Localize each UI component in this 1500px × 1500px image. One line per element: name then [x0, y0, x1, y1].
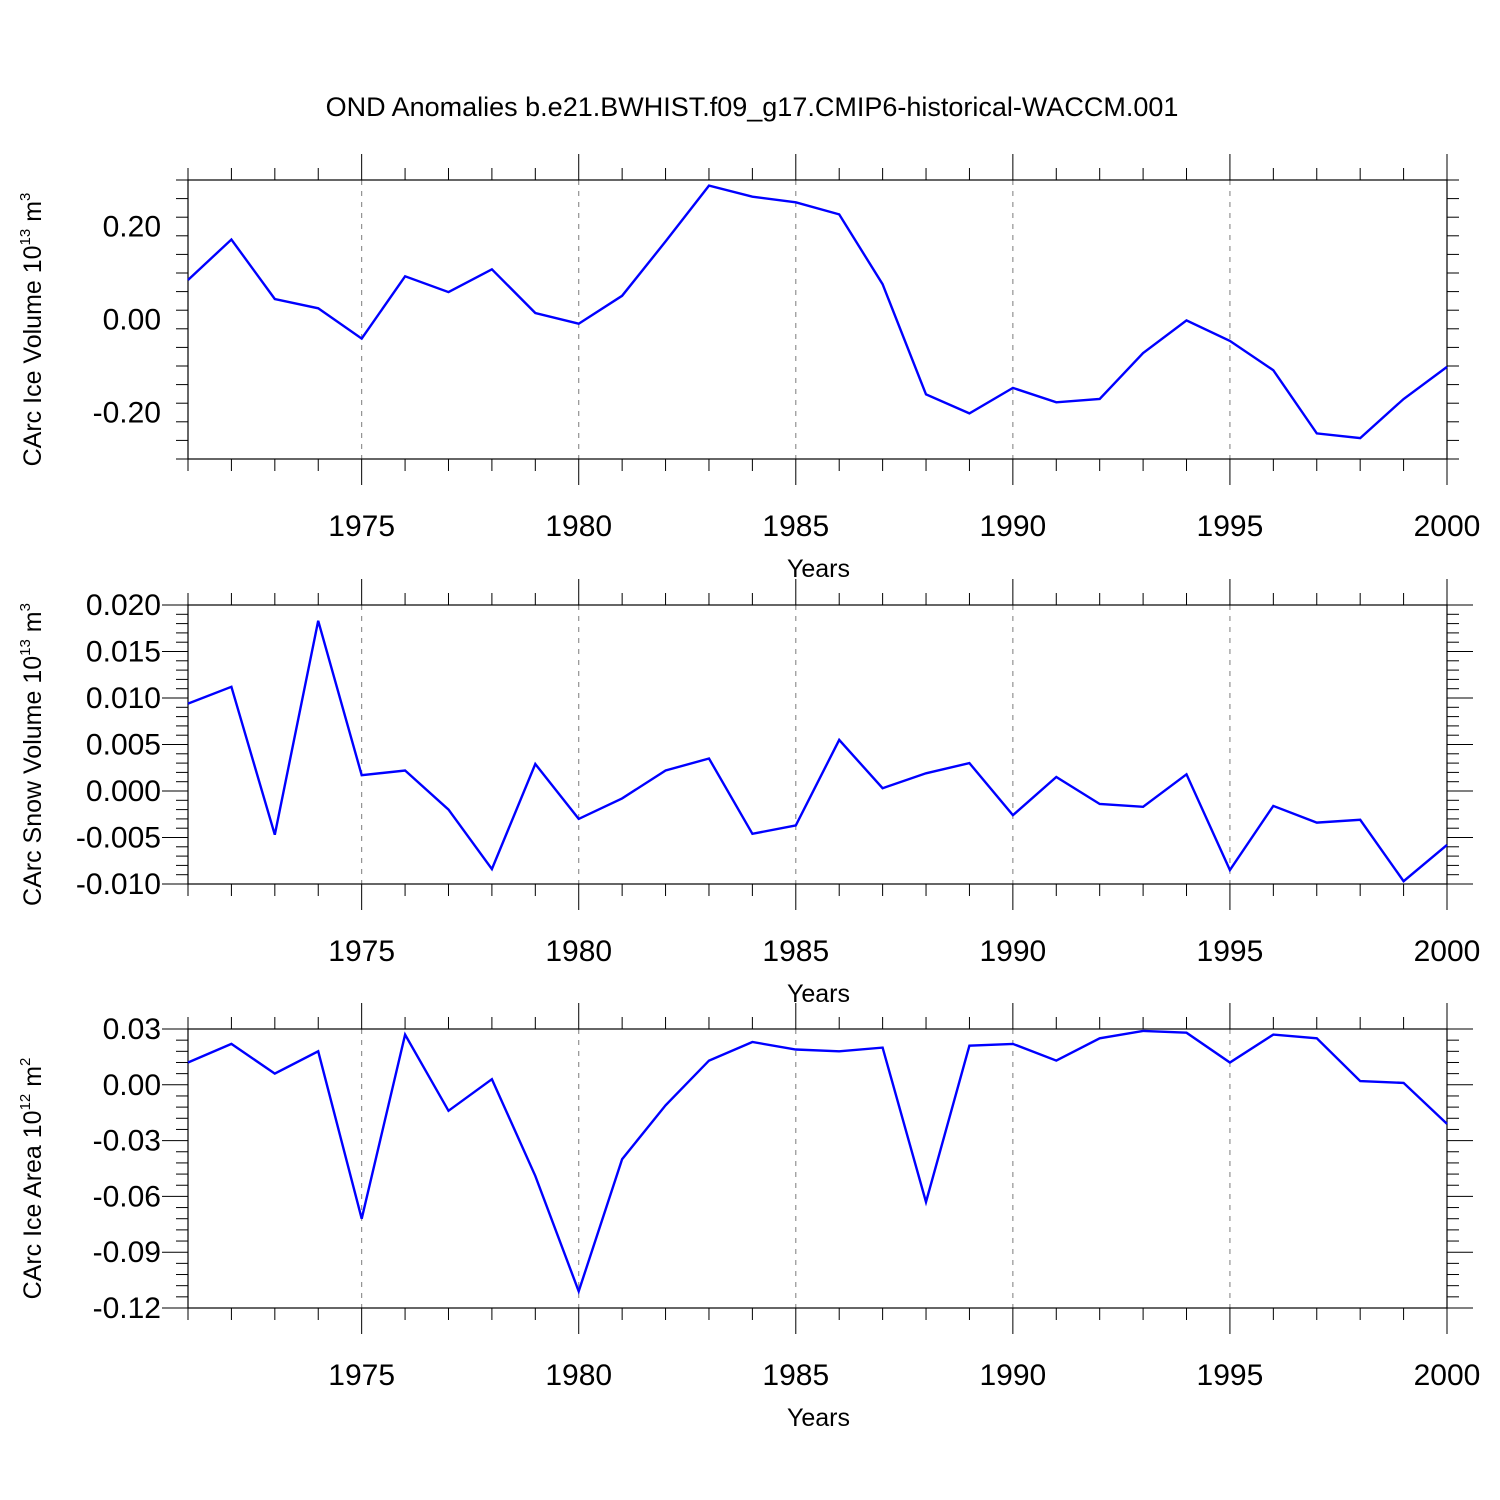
x-tick-label: 1980 [545, 510, 612, 543]
data-series-line [187, 1029, 1448, 1295]
chart-panel-3: -0.12 -0.09 -0.06 -0.03 0.00 0.03 1975 1980 1985… [17, 1003, 1480, 1432]
y-tick-label: 0.03 [103, 1013, 161, 1046]
figure-title: OND Anomalies b.e21.BWHIST.f09_g17.CMIP6… [326, 92, 1179, 122]
x-tick-label: 2000 [1414, 935, 1481, 968]
y-axis-title: CArc Ice Area 1012 m2 [17, 1058, 47, 1300]
y-tick-label: 0.010 [86, 682, 161, 715]
x-tick-label: 1985 [762, 935, 829, 968]
y-tick-label: 0.015 [86, 636, 161, 669]
y-tick-label: -0.06 [93, 1180, 161, 1213]
y-tick-label: -0.010 [76, 868, 161, 901]
x-tick-label: 1975 [328, 1359, 395, 1392]
y-tick-label: 0.000 [86, 775, 161, 808]
x-tick-label: 1995 [1197, 1359, 1264, 1392]
data-series-line [187, 184, 1448, 440]
y-tick-label: -0.20 [93, 397, 161, 430]
y-axis-title: CArc Ice Volume 1013 m3 [17, 193, 47, 467]
y-tick-label: -0.03 [93, 1125, 161, 1158]
x-tick-label: 1980 [545, 935, 612, 968]
x-tick-label: 2000 [1414, 1359, 1481, 1392]
y-tick-label: 0.00 [103, 304, 161, 337]
x-tick-label: 1990 [979, 1359, 1046, 1392]
x-axis-title: Years [787, 980, 850, 1008]
x-tick-label: 1985 [762, 510, 829, 543]
plot-frame [187, 1028, 1448, 1309]
chart-panel-2: -0.010 -0.005 0.000 0.005 0.010 0.015 0.020 197… [17, 579, 1480, 1008]
x-tick-label: 2000 [1414, 510, 1481, 543]
y-tick-label: 0.20 [103, 211, 161, 244]
y-tick-label: -0.12 [93, 1292, 161, 1325]
y-tick-label: -0.005 [76, 822, 161, 855]
x-tick-label: 1975 [328, 510, 395, 543]
x-tick-label: 1995 [1197, 510, 1264, 543]
plot-frame [187, 179, 1448, 460]
x-tick-label: 1975 [328, 935, 395, 968]
data-series-line [187, 620, 1448, 883]
x-tick-label: 1985 [762, 1359, 829, 1392]
x-axis-title: Years [787, 555, 850, 583]
y-tick-label: -0.09 [93, 1236, 161, 1269]
y-tick-label: 0.00 [103, 1069, 161, 1102]
x-tick-label: 1990 [979, 510, 1046, 543]
y-tick-label: 0.020 [86, 589, 161, 622]
x-tick-label: 1990 [979, 935, 1046, 968]
chart-panel-1: -0.20 0.00 0.20 1975 1980 1985 1990 1995 2000 Yea… [17, 154, 1480, 583]
plot-frame [187, 604, 1448, 885]
y-axis-title: CArc Snow Volume 1013 m3 [17, 603, 47, 906]
x-axis-title: Years [787, 1404, 850, 1432]
x-tick-label: 1995 [1197, 935, 1264, 968]
y-tick-label: 0.005 [86, 729, 161, 762]
x-tick-label: 1980 [545, 1359, 612, 1392]
